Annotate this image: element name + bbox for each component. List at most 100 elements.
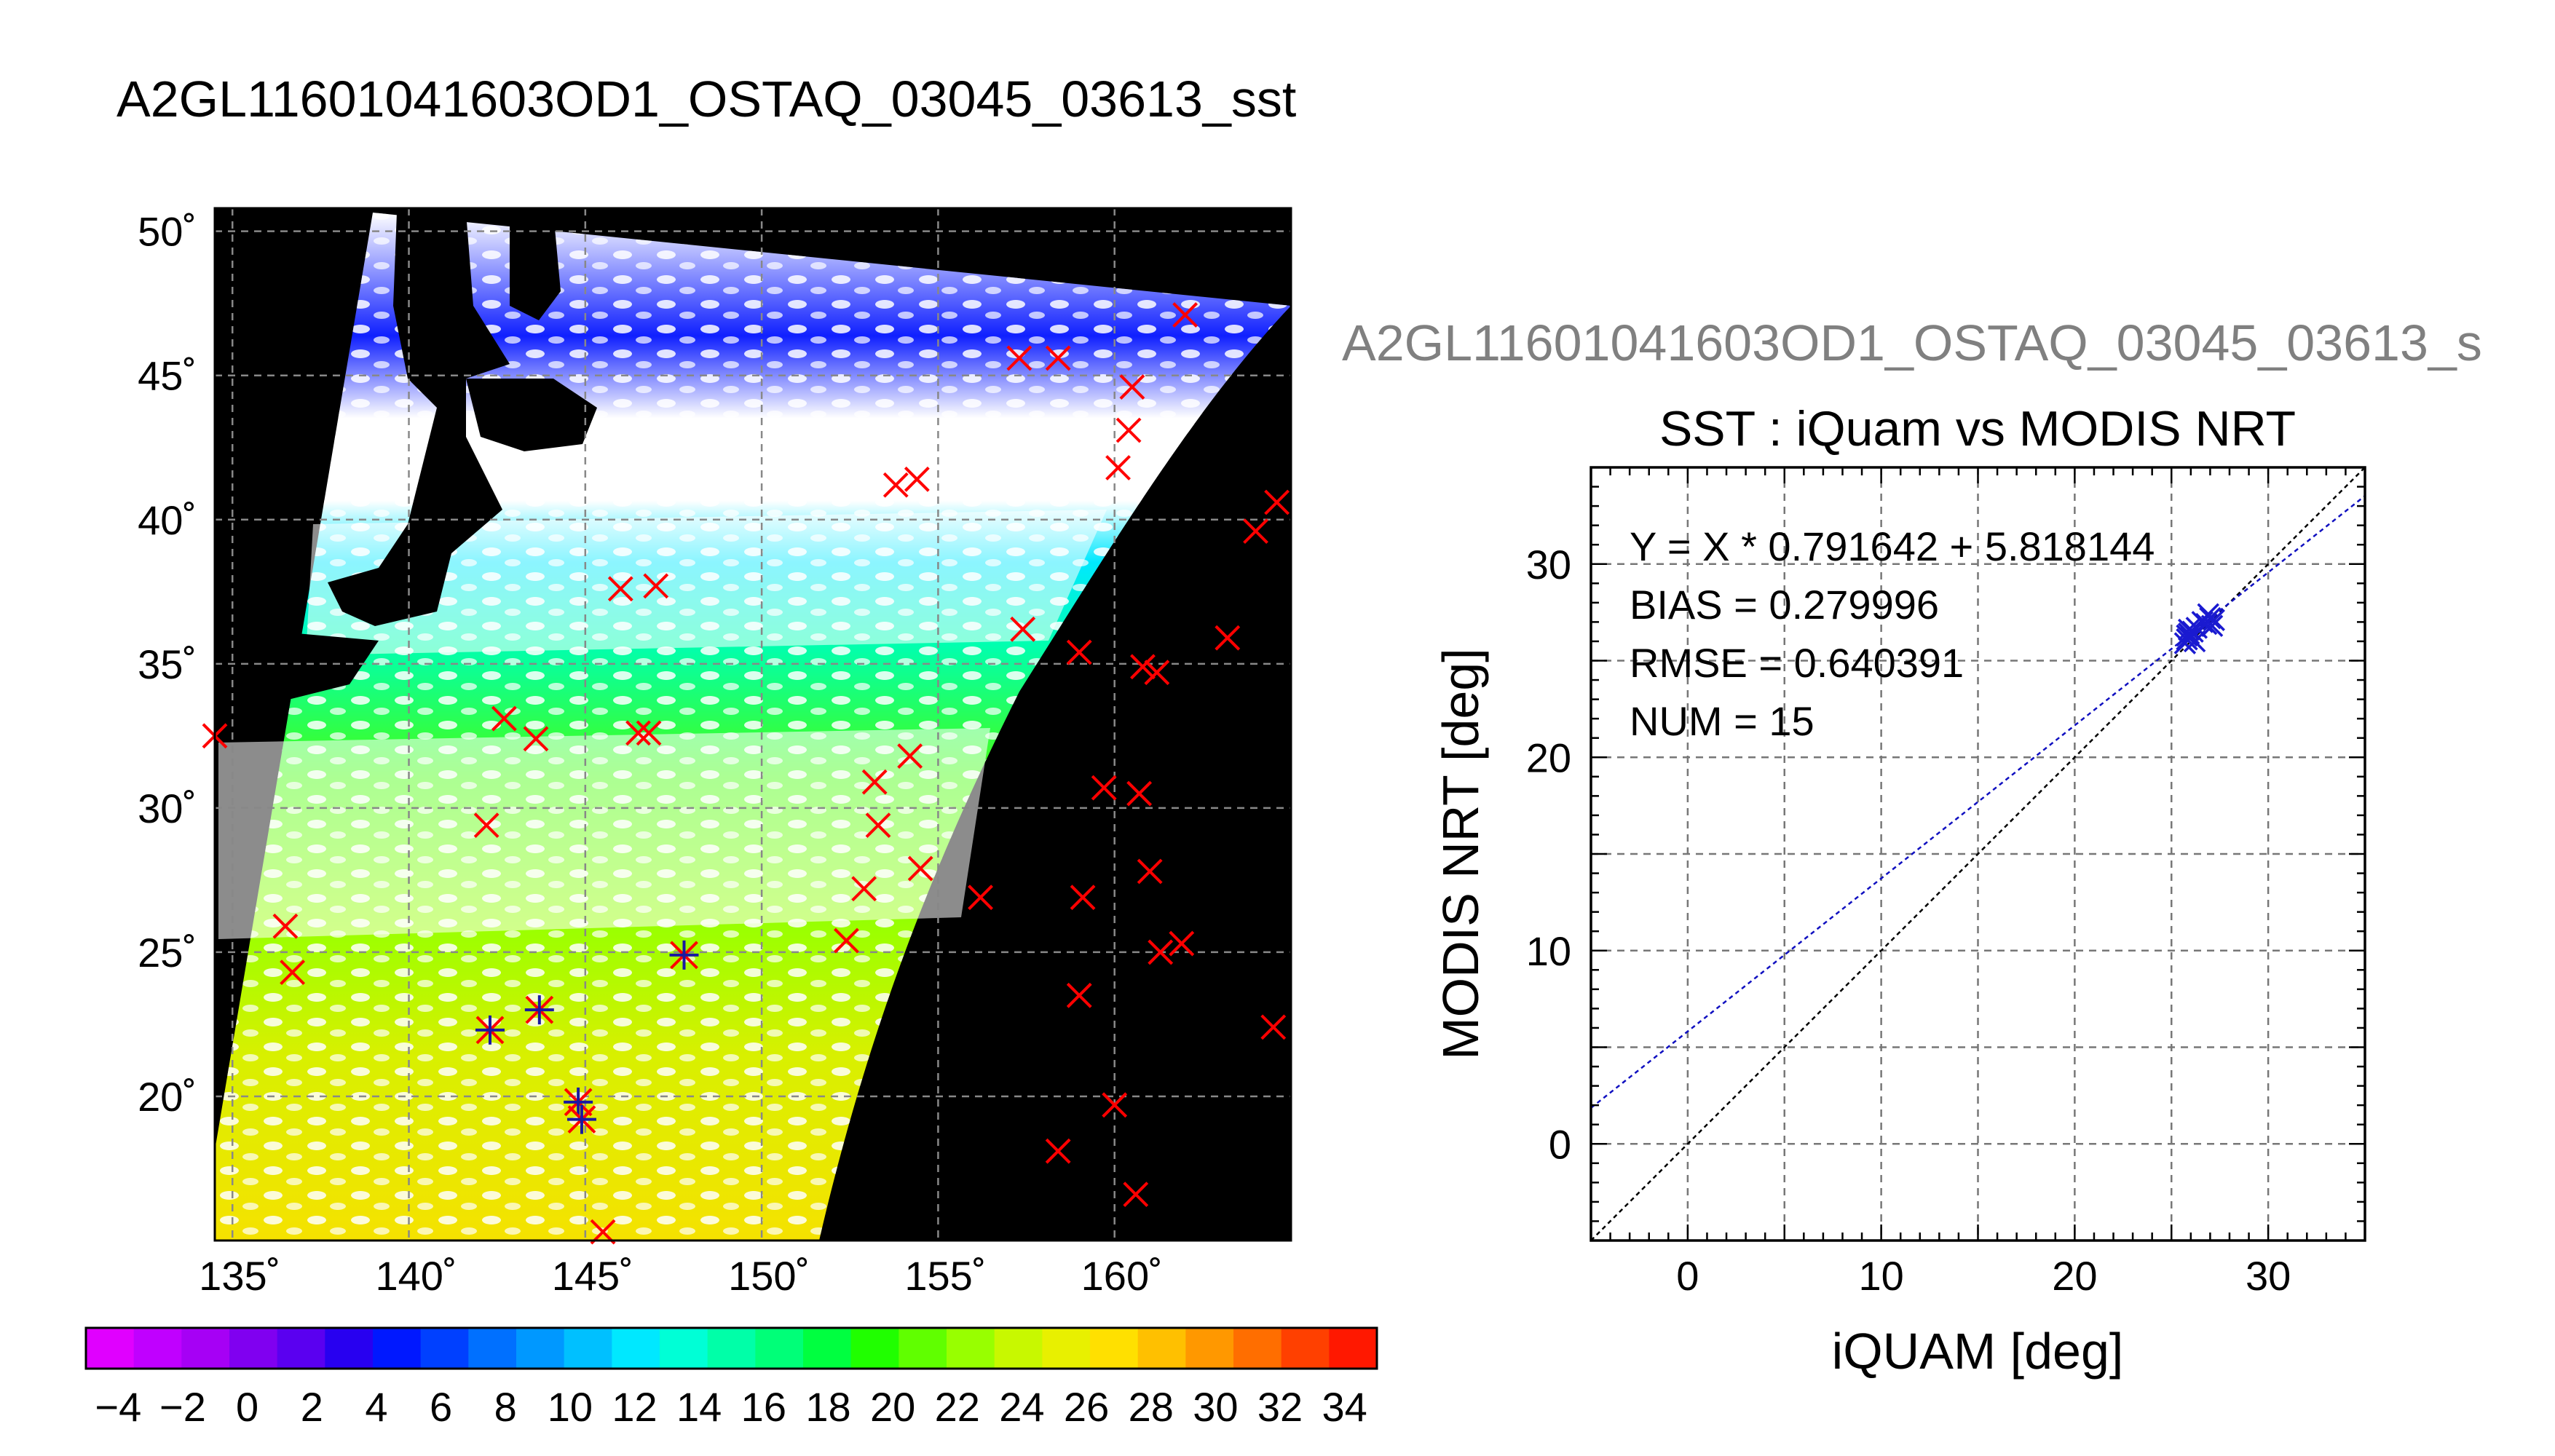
colorbar-cell — [229, 1328, 278, 1369]
lat-tick-label: 35˚ — [138, 641, 197, 687]
colorbar-cell — [1281, 1328, 1330, 1369]
matchup-marker-red — [1091, 775, 1117, 801]
colorbar-tick-label: 24 — [999, 1384, 1044, 1430]
colorbar-cell — [612, 1328, 660, 1369]
matchup-marker-red — [607, 576, 633, 602]
scatter-grid — [1591, 467, 2365, 1241]
matchup-marker-valid — [475, 1015, 505, 1045]
lat-tick-label: 30˚ — [138, 786, 197, 831]
matchup-marker-valid — [564, 1087, 593, 1117]
y-axis-label: MODIS NRT [deg] — [1432, 648, 1489, 1059]
colorbar-cell — [133, 1328, 182, 1369]
matchup-marker-red — [1006, 345, 1032, 371]
stat-rmse: RMSE = 0.640391 — [1630, 640, 1964, 686]
scatter-title: SST : iQuam vs MODIS NRT — [1659, 401, 2296, 456]
matchup-marker-red — [1169, 930, 1195, 957]
land-mass — [328, 213, 510, 626]
lon-tick-label: 150˚ — [728, 1253, 810, 1299]
scatter-point — [2173, 632, 2197, 654]
colorbar-tick-label: 32 — [1257, 1384, 1303, 1430]
x-axis-label: iQUAM [deg] — [1832, 1323, 2124, 1380]
scatter-point — [2191, 611, 2214, 633]
lat-tick-label: 25˚ — [138, 930, 197, 976]
colorbar-cell — [1329, 1328, 1378, 1369]
sst-map: 50˚ 45˚ 40˚ 35˚ 30˚ 25˚ 20˚ 135˚ 140˚ 145˚ 150˚ 15… — [138, 207, 1292, 1299]
matchup-marker-red — [1010, 616, 1036, 642]
y-tick-label: 30 — [1526, 542, 1571, 587]
matchup-marker-red — [625, 720, 651, 746]
scatter-subtitle: A2GL11601041603OD1_OSTAQ_03045_03613_s — [1342, 314, 2482, 371]
colorbar-cell — [660, 1328, 708, 1369]
colorbar-tick-label: 0 — [236, 1384, 258, 1430]
matchup-marker-red — [1126, 780, 1153, 807]
matchup-marker-red — [1144, 660, 1170, 686]
x-tick-label: 10 — [1858, 1253, 1903, 1299]
regression-line — [1591, 495, 2365, 1109]
map-frame — [213, 207, 1292, 1242]
colorbar-cell — [1137, 1328, 1186, 1369]
colorbar-cell — [373, 1328, 422, 1369]
colorbar-tick-label: 16 — [741, 1384, 786, 1430]
x-tick-label: 0 — [1676, 1253, 1699, 1299]
colorbar-tick-label: 12 — [612, 1384, 657, 1430]
matchup-marker-red — [1260, 1014, 1287, 1040]
cloud-mask — [215, 213, 1291, 1241]
matchup-marker-red — [473, 812, 499, 839]
map-markers — [202, 302, 1290, 1245]
matchup-marker-red — [1119, 374, 1145, 400]
x-tick-label: 20 — [2052, 1253, 2097, 1299]
y-tick-labels: 0 10 20 30 — [1526, 542, 1571, 1168]
colorbar-cell — [468, 1328, 517, 1369]
lon-tick-label: 160˚ — [1081, 1253, 1163, 1299]
colorbar-tick-label: 6 — [430, 1384, 452, 1430]
colorbar-cell — [707, 1328, 756, 1369]
matchup-marker-red — [280, 960, 306, 986]
matchup-marker-valid — [566, 1104, 596, 1134]
matchup-marker-red — [1070, 885, 1096, 911]
colorbar-cell — [564, 1328, 612, 1369]
scatter-point — [2176, 624, 2198, 647]
matchup-marker-red — [834, 927, 859, 954]
colorbar-cell — [181, 1328, 230, 1369]
scatter-point — [2177, 618, 2200, 641]
matchup-marker-red — [882, 472, 909, 498]
matchup-marker-red — [851, 876, 877, 902]
colorbar-cell — [994, 1328, 1043, 1369]
colorbar-cell — [277, 1328, 325, 1369]
matchup-marker-red — [491, 705, 517, 732]
cloud-band — [218, 728, 990, 939]
scatter-point — [2195, 612, 2218, 636]
lat-tick-label: 50˚ — [138, 209, 197, 255]
colorbar-tick-label: 20 — [870, 1384, 915, 1430]
matchup-marker-red — [1264, 489, 1290, 515]
colorbar-cell — [516, 1328, 565, 1369]
lon-tick-label: 145˚ — [552, 1253, 633, 1299]
matchup-marker-valid — [524, 995, 554, 1025]
minor-ticks — [1590, 466, 2366, 1242]
matchup-marker-red — [1045, 1138, 1071, 1164]
colorbar-cell — [947, 1328, 995, 1369]
colorbar-cell — [86, 1328, 135, 1369]
lat-tick-label: 20˚ — [138, 1074, 197, 1120]
scatter-plot: 0 10 20 30 0 10 20 30 Y = X * 0.791642 + 5.818… — [1432, 466, 2366, 1380]
matchup-marker-red — [907, 855, 933, 882]
colorbar-frame — [84, 1326, 1378, 1370]
colorbar: −4 −2 0 2 4 6 8 10 12 14 16 18 20 22 24 26 28 30 32 34 — [84, 1326, 1378, 1430]
scatter-points — [2173, 603, 2225, 654]
colorbar-cell — [1042, 1328, 1091, 1369]
lon-tick-label: 135˚ — [199, 1253, 280, 1299]
scatter-point — [2199, 606, 2222, 630]
colorbar-tick-label: 22 — [935, 1384, 980, 1430]
colorbar-tick-label: 34 — [1322, 1384, 1367, 1430]
colorbar-cell — [850, 1328, 899, 1369]
matchup-marker-red — [1066, 982, 1092, 1008]
colorbar-tick-label: −2 — [159, 1384, 206, 1430]
matchup-marker-red — [1115, 417, 1142, 443]
matchup-marker-red — [1243, 518, 1268, 545]
colorbar-tick-label: 4 — [365, 1384, 387, 1430]
colorbar-cell — [325, 1328, 374, 1369]
figure-title: A2GL11601041603OD1_OSTAQ_03045_03613_sst — [117, 71, 1296, 127]
matchup-marker-red — [523, 726, 549, 752]
lon-tick-label: 155˚ — [904, 1253, 986, 1299]
